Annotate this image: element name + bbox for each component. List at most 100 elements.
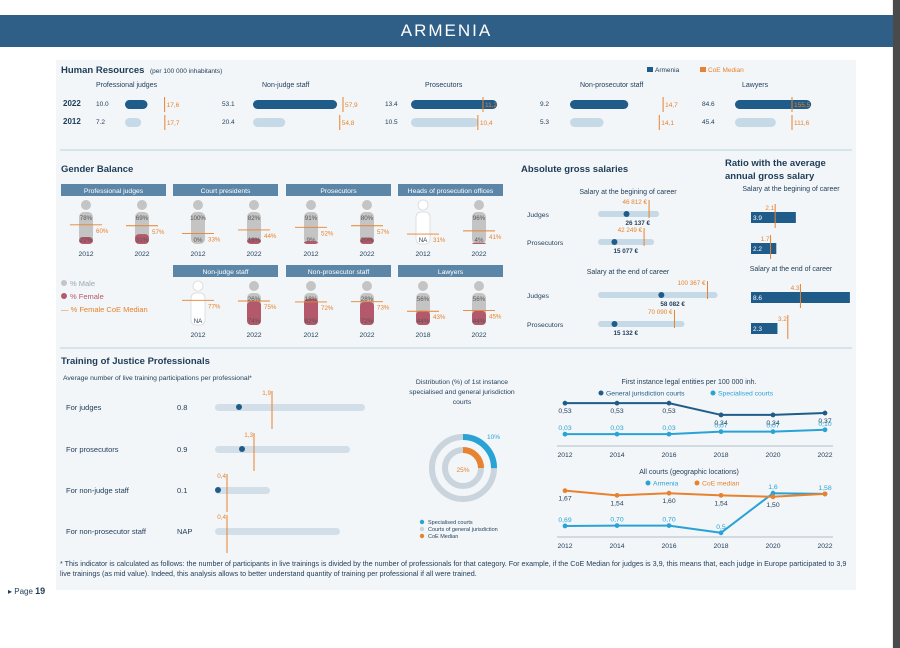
person-head — [249, 200, 259, 210]
line-point-label: 0,03 — [610, 425, 623, 432]
hr-value-label: 10.5 — [385, 119, 398, 126]
line-point — [822, 491, 828, 497]
ratio-value-label: 2.3 — [753, 326, 762, 333]
training-row-label: For prosecutors — [66, 445, 119, 454]
country-banner: ARMENIA — [0, 15, 893, 47]
line-x-tick-label: 2020 — [765, 543, 780, 550]
male-pct-label: 69% — [136, 215, 149, 222]
distribution-title-line3: courts — [453, 399, 472, 406]
ratio-coe-label: 3.2 — [778, 316, 787, 323]
hr-year-label: 2022 — [63, 99, 81, 108]
line-legend-dot — [694, 480, 700, 486]
page-label: Page — [14, 587, 33, 596]
male-pct-label: 56% — [417, 296, 430, 303]
person-icon — [247, 200, 261, 244]
person-female-fill — [360, 301, 374, 325]
female-median-label: 33% — [208, 236, 221, 243]
female-median-label: 72% — [321, 305, 334, 312]
hr-category-label: Professional judges — [96, 82, 158, 89]
gender-group-label: Non-prosecutor staff — [308, 269, 370, 276]
distribution-title-line2: specialised and general jurisdiction — [409, 389, 515, 396]
person-female-fill — [247, 301, 261, 325]
line-point-label: 0,53 — [558, 408, 571, 415]
donut-legend-dot — [419, 519, 425, 525]
ratio-bar — [751, 212, 796, 223]
gender-group-header — [398, 184, 503, 196]
salary-row-label: Prosecutors — [527, 240, 564, 247]
salary-armenia-dot — [623, 211, 630, 217]
female-pct-label: NA — [419, 237, 428, 244]
line-legend-label: Armenia — [653, 481, 679, 488]
gender-group-label: Prosecutors — [320, 188, 357, 195]
training-armenia-dot — [239, 446, 245, 452]
hr-category-label: Non-judge staff — [262, 82, 309, 89]
ratio-bar — [751, 323, 778, 334]
gender-year-label: 2012 — [78, 251, 93, 258]
female-median-label: 73% — [377, 305, 390, 312]
person-icon — [472, 281, 486, 325]
gender-year-label: 2022 — [246, 332, 261, 339]
person-female-fill — [360, 237, 374, 244]
person-body — [304, 212, 318, 244]
donut-outer-label: 10% — [487, 434, 500, 441]
donut-specialised-arc — [429, 434, 497, 502]
female-median-label: 57% — [377, 229, 390, 236]
female-pct-label: 20% — [361, 237, 374, 244]
salary-bar-track — [598, 239, 655, 245]
legend-male-dot — [61, 280, 67, 286]
male-pct-label: 82% — [248, 215, 261, 222]
person-icon — [360, 200, 374, 244]
donut-legend-label: Specialised courts — [428, 520, 473, 526]
line-legend-label: General jurisdiction courts — [606, 391, 685, 398]
line-point — [718, 492, 724, 498]
legend-armenia-label: Armenia — [655, 67, 680, 74]
donut-legend-dot — [419, 533, 425, 539]
salary-panel-subtitle: Salary at the end of career — [587, 269, 670, 276]
salary-bar-track — [598, 321, 685, 327]
female-median-label: 41% — [489, 234, 502, 241]
training-armenia-dot — [215, 487, 221, 493]
salary-row-label: Prosecutors — [527, 322, 564, 329]
hr-category-label: Non-prosecutor staff — [580, 82, 643, 89]
legend-female-median-label: — % Female CoE Median — [61, 305, 148, 314]
hr-value-label: 84.6 — [702, 101, 715, 108]
person-head-empty — [417, 199, 429, 211]
page-number: ▸ Page 19 — [8, 586, 46, 596]
salary-armenia-dot — [658, 292, 665, 298]
ratio-title-line1: Ratio with the average — [725, 158, 826, 169]
gender-year-label: 2018 — [415, 332, 430, 339]
line-point-label: 0,70 — [662, 517, 675, 524]
hr-value-label: 7.2 — [96, 119, 105, 126]
hr-bar — [253, 100, 338, 109]
ratio-panel-subtitle: Salary at the end of career — [750, 266, 833, 273]
gender-group-header — [173, 265, 278, 277]
line-series — [565, 402, 826, 416]
person-head — [362, 281, 372, 291]
gender-group-label: Heads of prosecution offices — [408, 188, 494, 195]
line-point — [562, 431, 568, 437]
gender-year-label: 2022 — [359, 251, 374, 258]
person-head-empty — [192, 280, 204, 292]
hr-value-label: 5.3 — [540, 119, 549, 126]
line-point-label: 0,07 — [714, 423, 727, 430]
line-x-tick-label: 2018 — [713, 543, 728, 550]
line-legend-dot — [598, 390, 604, 396]
gender-group-header — [398, 265, 503, 277]
gender-year-label: 2022 — [471, 251, 486, 258]
line-point-label: 0,34 — [766, 420, 779, 427]
footnote: * This indicator is calculated as follow… — [60, 559, 847, 578]
gender-year-label: 2012 — [303, 251, 318, 258]
hr-bar — [570, 118, 604, 127]
hr-bar — [411, 100, 498, 109]
legend-male-label: % Male — [70, 279, 95, 288]
line-point — [666, 490, 672, 496]
salary-armenia-dot — [611, 239, 618, 245]
male-pct-label: 18% — [305, 296, 318, 303]
salary-coe-label: 46 812 € — [623, 199, 648, 206]
person-body — [360, 212, 374, 244]
line-point-label: 1,54 — [714, 500, 727, 507]
training-subtitle: Average number of live training particip… — [63, 375, 252, 382]
hr-median-label: 17,7 — [167, 120, 180, 127]
line-series — [565, 428, 826, 436]
line-chart-title: First instance legal entities per 100 00… — [621, 379, 756, 386]
